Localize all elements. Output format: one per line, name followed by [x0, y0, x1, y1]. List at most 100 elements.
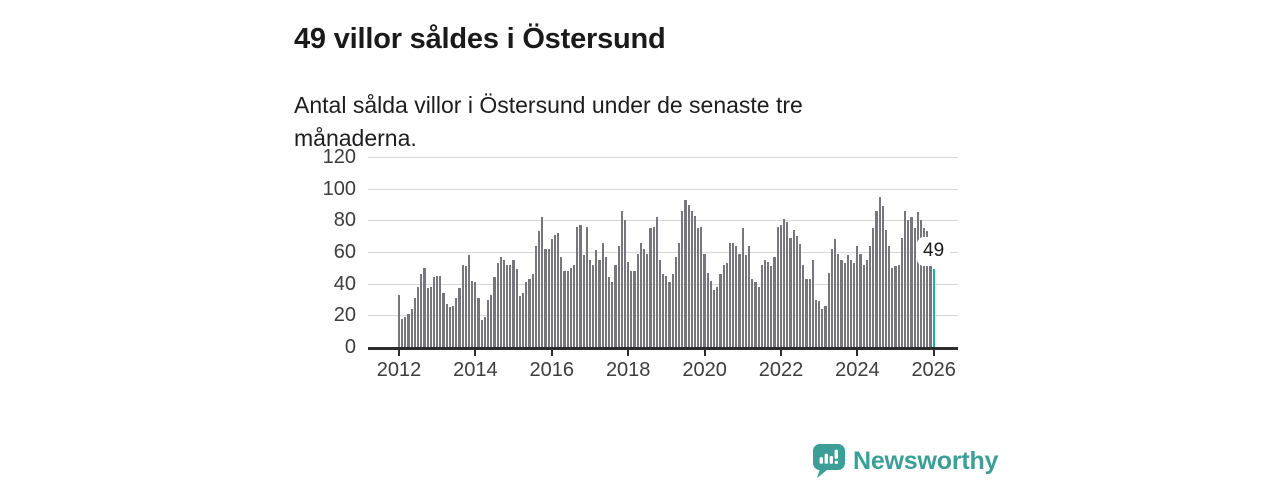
x-axis-label: 2018	[605, 359, 651, 381]
bar	[681, 210, 684, 347]
bar	[646, 253, 649, 347]
x-axis-label: 2020	[682, 359, 727, 381]
bar	[783, 218, 786, 348]
bar	[668, 282, 671, 347]
gridline	[368, 188, 958, 190]
bar	[709, 280, 713, 347]
bar-chart: 0 20 40 60 80 100 120 2012 2014 2016 2018 2020 2022…	[322, 146, 958, 381]
bar	[585, 226, 588, 347]
bar	[929, 255, 932, 347]
bar	[582, 255, 585, 347]
bar	[592, 264, 595, 347]
bar	[442, 293, 445, 347]
bar	[461, 264, 464, 347]
bar	[502, 259, 506, 347]
x-axis-tick	[550, 349, 553, 356]
bar	[725, 263, 728, 347]
bar	[926, 231, 929, 347]
bar	[541, 217, 544, 347]
bar	[432, 277, 436, 347]
bar	[436, 275, 439, 348]
gridline	[368, 252, 958, 253]
bar	[840, 259, 843, 347]
bar	[560, 256, 563, 348]
bar	[862, 264, 865, 347]
bar	[636, 253, 639, 347]
bar	[881, 206, 884, 347]
bar	[515, 269, 518, 347]
bar	[693, 215, 697, 347]
highlighted-bar	[932, 269, 935, 347]
bar	[833, 239, 837, 347]
bar	[550, 239, 553, 347]
bar	[872, 228, 875, 348]
bar	[537, 231, 541, 347]
x-axis-label: 2016	[529, 359, 575, 381]
chart-subtitle: Antal sålda villor i Östersund under de …	[294, 92, 803, 151]
bar	[919, 220, 923, 347]
bar	[735, 245, 738, 347]
bar	[522, 293, 525, 347]
bar	[401, 318, 404, 347]
highlight-value-label: 49	[917, 237, 951, 266]
bar	[744, 255, 748, 347]
bar	[760, 264, 763, 347]
bar	[827, 272, 830, 347]
bar	[897, 264, 900, 347]
bar	[878, 196, 881, 347]
bar	[528, 278, 531, 347]
bar	[464, 266, 467, 348]
bar	[649, 228, 652, 348]
y-axis-label: 0	[344, 336, 356, 358]
bar	[713, 290, 716, 347]
bar	[579, 225, 582, 347]
bar	[719, 274, 722, 347]
bar	[611, 282, 614, 347]
bar	[630, 271, 633, 347]
bar	[553, 234, 557, 347]
bar	[429, 286, 432, 347]
bar	[814, 299, 818, 347]
page-title: 49 villor såldes i Östersund	[294, 23, 666, 56]
gridline	[368, 157, 958, 158]
bar	[811, 259, 814, 347]
bar	[496, 263, 499, 347]
bar	[627, 261, 630, 347]
bar	[738, 253, 741, 347]
bar	[566, 271, 569, 347]
x-axis-tick	[703, 349, 706, 356]
bar	[716, 286, 719, 347]
bar	[821, 309, 824, 347]
bar	[779, 225, 783, 347]
bar	[665, 275, 668, 348]
bar	[439, 275, 442, 348]
bar	[620, 210, 623, 347]
bar	[770, 266, 773, 348]
bar	[722, 264, 725, 347]
bar	[916, 212, 919, 347]
bar	[859, 253, 862, 347]
y-axis-label: 100	[322, 177, 356, 200]
bar	[891, 267, 894, 347]
bar	[741, 228, 744, 348]
x-axis-line	[368, 346, 958, 350]
bar	[894, 266, 897, 348]
bar	[487, 299, 490, 347]
newsworthy-wordmark: Newsworthy	[853, 446, 999, 475]
bar	[407, 313, 410, 348]
bar	[728, 242, 732, 347]
bar	[426, 288, 429, 347]
bar	[512, 259, 515, 347]
x-axis-tick	[856, 349, 859, 356]
bar	[525, 282, 528, 347]
bar	[480, 320, 483, 347]
bar	[697, 228, 700, 348]
bar	[499, 256, 502, 348]
bar	[849, 259, 853, 347]
bar	[888, 245, 891, 347]
bar	[477, 297, 480, 347]
y-axis-label: 40	[333, 272, 356, 295]
bar	[913, 228, 916, 348]
bar	[617, 245, 620, 347]
bar	[604, 256, 607, 348]
